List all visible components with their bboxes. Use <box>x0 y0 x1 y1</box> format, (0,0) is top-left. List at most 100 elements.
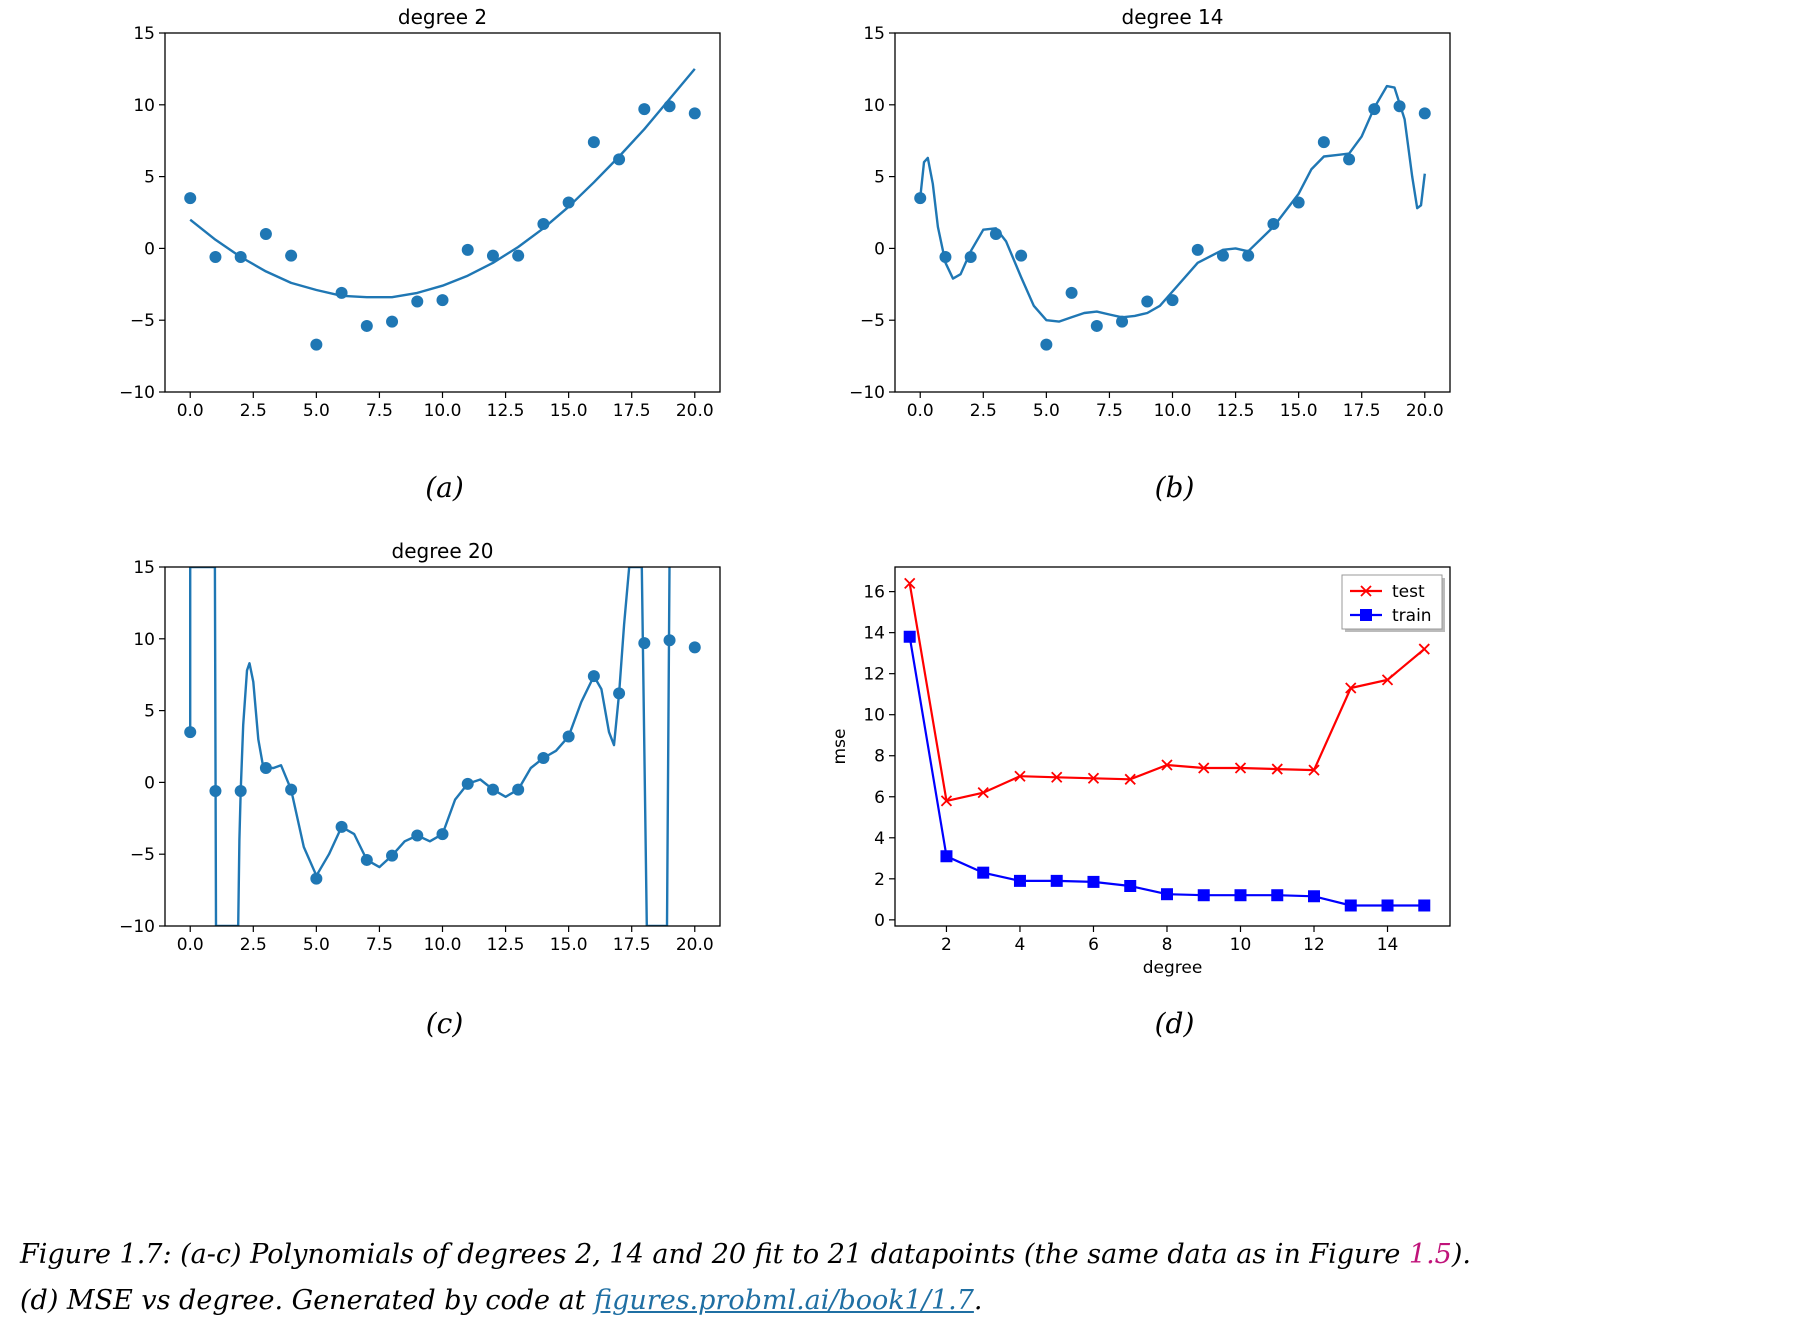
data-point <box>1116 315 1129 328</box>
y-tick-label: 5 <box>874 168 885 188</box>
data-point <box>613 687 626 700</box>
y-tick-label: 0 <box>144 773 155 793</box>
series-marker-train <box>1381 899 1394 912</box>
y-tick-label: 10 <box>133 630 155 650</box>
series-marker-test <box>1418 643 1430 655</box>
x-tick-label: 15.0 <box>1280 401 1318 421</box>
fit-curve-line <box>189 567 671 926</box>
series-marker-test <box>1345 682 1357 694</box>
y-tick-label: −10 <box>119 383 155 403</box>
x-tick-label: 0.0 <box>177 935 204 955</box>
data-point <box>1191 243 1204 256</box>
data-point <box>613 153 626 166</box>
series-marker-test <box>1271 763 1283 775</box>
y-tick-label: −10 <box>849 383 885 403</box>
subfigure-caption: (a) <box>425 471 464 504</box>
data-point <box>285 783 298 796</box>
legend: test train <box>1341 574 1445 632</box>
axes-frame <box>164 566 721 927</box>
series-marker-test <box>904 577 916 590</box>
legend-label-train: train <box>1392 606 1432 626</box>
data-point <box>436 828 449 841</box>
data-point <box>234 785 247 798</box>
y-tick-label: 8 <box>874 747 885 767</box>
chart-title: degree 2 <box>398 5 487 29</box>
y-tick-label: 0 <box>874 239 885 259</box>
data-point <box>486 783 499 796</box>
series-marker-train <box>1344 899 1357 912</box>
data-point <box>1393 100 1406 113</box>
legend-box <box>1341 574 1443 630</box>
series-line-train <box>908 636 1425 907</box>
chart-panel-b: 0.0 2.5 5.0 7.5 10.0 12.5 15.0 17.5 20.0 −10 −5 0 5 1… <box>849 5 1451 504</box>
data-point <box>310 872 323 885</box>
plot-area <box>914 84 1431 351</box>
series-marker-train <box>1271 889 1284 902</box>
series-marker-test <box>977 787 989 799</box>
series-marker-test <box>1161 759 1173 771</box>
data-point <box>310 338 323 351</box>
x-tick-label: 12.5 <box>487 935 525 955</box>
x-tick-label: 17.5 <box>613 401 651 421</box>
caption-text-3: (d) MSE vs degree. Generated by code at <box>20 1285 595 1316</box>
figure-caption: Figure 1.7: (a-c) Polynomials of degrees… <box>20 1232 1790 1324</box>
data-point <box>989 228 1002 241</box>
x-tick-label: 7.5 <box>366 935 393 955</box>
caption-text-1: Figure 1.7: (a-c) Polynomials of degrees… <box>20 1239 1409 1270</box>
data-point <box>259 228 272 241</box>
data-point <box>562 730 575 743</box>
data-point <box>234 251 247 264</box>
data-point <box>461 243 474 256</box>
plot-area <box>184 68 701 351</box>
data-point <box>587 670 600 683</box>
data-point <box>1015 249 1028 262</box>
data-point <box>1343 153 1356 166</box>
data-point <box>486 249 499 262</box>
code-url-link[interactable]: figures.probml.ai/book1/1.7 <box>594 1285 974 1316</box>
data-point <box>512 249 525 262</box>
data-point <box>688 107 701 120</box>
series-marker-test <box>1124 773 1136 785</box>
x-tick-label: 2.5 <box>240 401 267 421</box>
data-point <box>964 251 977 264</box>
y-tick-label: 5 <box>144 168 155 188</box>
series-marker-test <box>1381 674 1394 686</box>
y-tick-label: 12 <box>863 665 885 685</box>
data-point <box>386 849 399 862</box>
x-tick-label: 10.0 <box>424 935 462 955</box>
data-point <box>1317 136 1330 149</box>
data-point <box>209 251 222 264</box>
subfigure-caption: (b) <box>1155 471 1195 504</box>
data-point <box>411 295 424 308</box>
x-tick-label: 20.0 <box>676 935 714 955</box>
data-point <box>1368 103 1381 116</box>
axes-frame <box>894 566 1451 927</box>
data-point <box>184 192 197 205</box>
data-point <box>537 217 550 230</box>
data-point <box>638 103 651 116</box>
x-tick-label: 17.5 <box>613 935 651 955</box>
data-point <box>411 829 424 842</box>
data-point <box>386 315 399 328</box>
x-tick-label: 20.0 <box>1406 401 1444 421</box>
series-marker-train <box>1087 875 1100 888</box>
y-axis-label: mse <box>830 729 850 765</box>
y-tick-label: 15 <box>133 558 155 578</box>
fit-curve-line <box>189 68 696 299</box>
legend-marker-train <box>1360 609 1372 621</box>
x-tick-label: 15.0 <box>550 401 588 421</box>
data-point <box>1418 107 1431 120</box>
plot-area <box>184 567 701 926</box>
data-point <box>1267 217 1280 230</box>
figure-reference-link[interactable]: 1.5 <box>1408 1239 1452 1270</box>
data-point <box>259 762 272 775</box>
series-marker-train <box>903 630 916 643</box>
y-tick-label: 10 <box>863 706 885 726</box>
series-marker-train <box>1050 874 1063 887</box>
series-marker-train <box>977 866 990 879</box>
data-point <box>1292 196 1305 209</box>
data-point <box>914 192 927 205</box>
x-tick-label: 8 <box>1162 935 1173 955</box>
x-tick-label: 0.0 <box>177 401 204 421</box>
series-marker-train <box>1234 889 1247 902</box>
